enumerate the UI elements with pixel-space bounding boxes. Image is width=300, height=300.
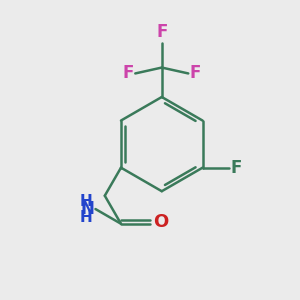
Text: F: F [190, 64, 201, 82]
Text: H: H [79, 210, 92, 225]
Text: F: F [122, 64, 134, 82]
Text: O: O [153, 213, 168, 231]
Text: F: F [156, 23, 167, 41]
Text: N: N [80, 200, 94, 218]
Text: F: F [230, 159, 242, 177]
Text: H: H [79, 194, 92, 209]
